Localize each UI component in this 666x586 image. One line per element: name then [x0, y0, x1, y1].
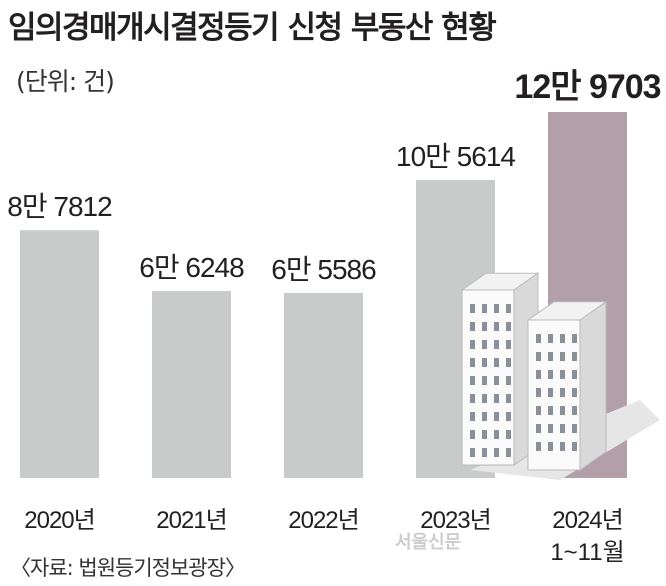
data-label: 10만 5614 — [396, 141, 515, 172]
source-label: 〈자료: 법원등기정보광장〉 — [10, 556, 246, 580]
bar-2022년 — [284, 292, 363, 478]
unit-label: (단위: 건) — [16, 67, 115, 96]
x-tick-label: 2021년 — [156, 507, 226, 534]
data-label: 6만 6248 — [139, 252, 244, 283]
data-label: 6만 5586 — [271, 254, 376, 285]
building-illustration — [460, 272, 660, 480]
bar-2020년 — [20, 230, 99, 478]
x-tick-label: 2024년 — [552, 507, 622, 534]
data-label: 8만 7812 — [7, 191, 112, 222]
x-tick-sublabel: 1~11월 — [550, 539, 624, 566]
watermark: 서울신문 — [395, 532, 462, 553]
x-tick-label: 2022년 — [288, 507, 358, 534]
x-tick-label: 2023년 — [420, 507, 490, 534]
data-label: 12만 9703 — [514, 68, 660, 106]
x-tick-label: 2020년 — [24, 507, 94, 534]
bar-2021년 — [152, 291, 231, 478]
chart-title: 임의경매개시결정등기 신청 부동산 현황 — [8, 10, 497, 46]
